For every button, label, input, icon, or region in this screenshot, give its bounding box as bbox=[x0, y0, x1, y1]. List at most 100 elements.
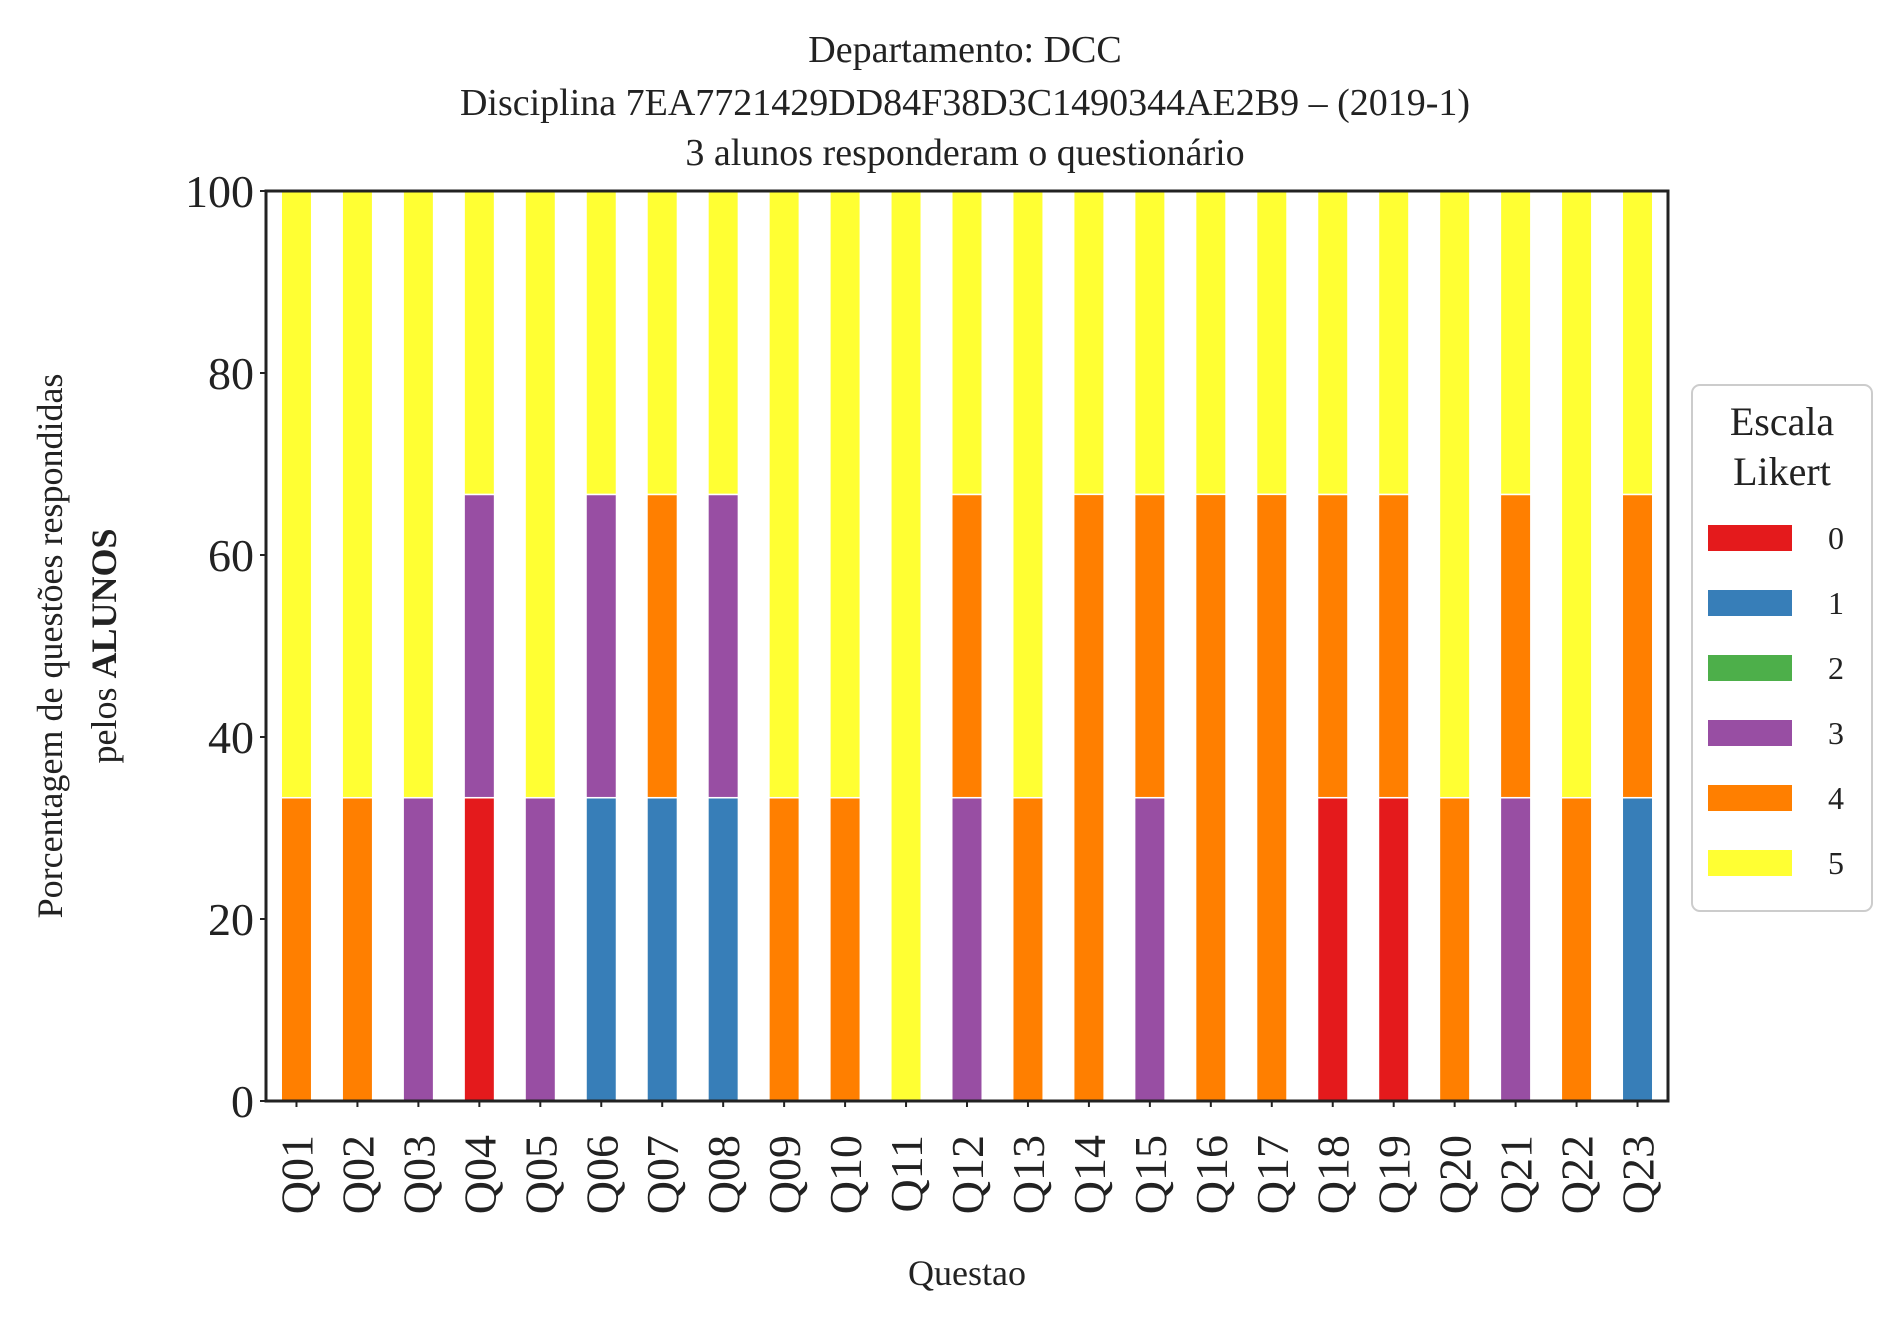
legend-label-2: 2 bbox=[1828, 650, 1844, 686]
y-tick-label: 40 bbox=[208, 712, 254, 763]
bar-segment-q09-level-4 bbox=[768, 796, 801, 1102]
bar-segment-q23-level-5 bbox=[1621, 190, 1654, 496]
chart-title-line-1: Departamento: DCC bbox=[808, 29, 1121, 71]
legend-swatch-2 bbox=[1708, 655, 1792, 681]
bar-segment-q07-level-1 bbox=[646, 796, 679, 1102]
legend-swatch-5 bbox=[1708, 850, 1792, 876]
x-tick-labels: Q01 Q02 Q03 Q04 Q05 Q06 Q07 Q08 Q09 Q10 Q11 Q12 Q13 Q… bbox=[271, 1101, 1664, 1214]
bar-segment-q18-level-0 bbox=[1316, 796, 1349, 1102]
x-tick-label-q12: Q12 bbox=[942, 1135, 993, 1214]
x-tick-label-q21: Q21 bbox=[1491, 1135, 1542, 1214]
chart-title-line-3: 3 alunos responderam o questionário bbox=[685, 132, 1244, 174]
legend-box bbox=[1691, 384, 1873, 912]
bar-segment-q23-level-1 bbox=[1621, 796, 1654, 1102]
legend-swatch-1 bbox=[1708, 590, 1792, 616]
y-tick-labels: 0 20 40 60 80 100 bbox=[185, 166, 266, 1127]
y-tick-label: 60 bbox=[208, 530, 254, 581]
bar-segment-q01-level-5 bbox=[280, 190, 313, 799]
bar-segment-q19-level-4 bbox=[1377, 493, 1410, 799]
y-axis-label-bold: ALUNOS bbox=[84, 528, 124, 678]
y-axis-label-line-1: Porcentagem de questões respondidas bbox=[30, 374, 70, 919]
bar-segment-q12-level-5 bbox=[951, 190, 983, 496]
x-tick-label-q11: Q11 bbox=[881, 1135, 932, 1213]
bar-segment-q13-level-5 bbox=[1011, 190, 1044, 799]
x-tick-label-q20: Q20 bbox=[1430, 1135, 1481, 1214]
bar-segment-q18-level-4 bbox=[1316, 493, 1349, 799]
y-tick-label: 100 bbox=[185, 166, 254, 217]
bar-segment-q21-level-4 bbox=[1499, 493, 1532, 799]
x-tick-label-q13: Q13 bbox=[1003, 1135, 1054, 1214]
bar-segment-q11-level-5 bbox=[890, 190, 923, 1102]
bar-segment-q10-level-4 bbox=[829, 796, 862, 1102]
x-tick-label-q07: Q07 bbox=[637, 1135, 688, 1214]
bar-segment-q06-level-5 bbox=[585, 190, 618, 496]
x-tick-label-q04: Q04 bbox=[454, 1135, 505, 1214]
y-tick-label: 80 bbox=[208, 348, 254, 399]
x-tick-label-q08: Q08 bbox=[698, 1135, 749, 1214]
bar-segment-q01-level-4 bbox=[280, 796, 313, 1102]
bar-segment-q03-level-5 bbox=[402, 190, 435, 799]
chart-title: Departamento: DCC Disciplina 7EA7721429D… bbox=[460, 29, 1470, 174]
bar-segment-q16-level-5 bbox=[1194, 190, 1227, 496]
x-tick-label-q03: Q03 bbox=[393, 1135, 444, 1214]
bar-segment-q23-level-4 bbox=[1621, 493, 1654, 799]
bar-segment-q14-level-5 bbox=[1072, 190, 1105, 496]
bar-segment-q08-level-3 bbox=[707, 493, 740, 799]
x-tick-label-q14: Q14 bbox=[1064, 1135, 1115, 1214]
bar-segment-q08-level-1 bbox=[707, 796, 740, 1102]
bar-segment-q04-level-5 bbox=[463, 190, 496, 496]
bar-segment-q17-level-4 bbox=[1255, 493, 1288, 1102]
bar-segment-q02-level-4 bbox=[341, 796, 374, 1102]
y-axis-label-line-2: pelos ALUNOS bbox=[84, 528, 124, 763]
bar-segment-q16-level-4 bbox=[1194, 493, 1227, 1102]
bar-segment-q02-level-5 bbox=[341, 190, 374, 799]
x-tick-label-q06: Q06 bbox=[576, 1135, 627, 1214]
x-tick-label-q16: Q16 bbox=[1186, 1135, 1237, 1214]
bar-segment-q15-level-3 bbox=[1133, 796, 1166, 1102]
x-tick-label-q10: Q10 bbox=[820, 1135, 871, 1214]
bar-segment-q07-level-4 bbox=[646, 493, 679, 799]
x-tick-label-q19: Q19 bbox=[1369, 1135, 1420, 1214]
bar-segment-q15-level-5 bbox=[1133, 190, 1166, 496]
bar-segment-q12-level-3 bbox=[951, 796, 983, 1102]
x-tick-label-q01: Q01 bbox=[271, 1135, 322, 1214]
bar-segment-q13-level-4 bbox=[1011, 796, 1044, 1102]
bar-segment-q21-level-3 bbox=[1499, 796, 1532, 1102]
legend-label-1: 1 bbox=[1828, 585, 1844, 621]
bar-segment-q14-level-4 bbox=[1072, 493, 1105, 1102]
chart-title-line-2: Disciplina 7EA7721429DD84F38D3C1490344AE… bbox=[460, 82, 1470, 124]
bar-segment-q06-level-1 bbox=[585, 796, 618, 1102]
legend-swatch-0 bbox=[1708, 525, 1792, 551]
legend-label-4: 4 bbox=[1828, 780, 1844, 816]
y-axis-label: Porcentagem de questões respondidas pelo… bbox=[30, 374, 124, 919]
bar-segment-q21-level-5 bbox=[1499, 190, 1532, 496]
bar-segment-q20-level-5 bbox=[1438, 190, 1471, 799]
x-tick-label-q17: Q17 bbox=[1247, 1135, 1298, 1214]
legend-title-line-2: Likert bbox=[1733, 449, 1831, 494]
bar-segment-q04-level-3 bbox=[463, 493, 496, 799]
legend-swatch-4 bbox=[1708, 785, 1792, 811]
bar-segment-q18-level-5 bbox=[1316, 190, 1349, 496]
x-axis-label: Questao bbox=[908, 1253, 1026, 1293]
x-tick-label-q23: Q23 bbox=[1613, 1135, 1664, 1214]
bar-segment-q22-level-4 bbox=[1560, 796, 1593, 1102]
bar-segment-q06-level-3 bbox=[585, 493, 618, 799]
y-tick-label: 0 bbox=[231, 1076, 254, 1127]
bar-segment-q08-level-5 bbox=[707, 190, 740, 496]
legend-items: 0 1 2 3 4 5 bbox=[1708, 520, 1844, 881]
bar-segment-q12-level-4 bbox=[951, 493, 983, 799]
bar-segment-q05-level-3 bbox=[524, 796, 557, 1102]
y-axis-label-prefix: pelos bbox=[84, 679, 124, 764]
bar-segment-q07-level-5 bbox=[646, 190, 679, 496]
legend-label-0: 0 bbox=[1828, 520, 1844, 556]
legend: Escala Likert 0 1 2 3 4 5 bbox=[1691, 384, 1873, 912]
legend-label-3: 3 bbox=[1828, 715, 1844, 751]
bar-segment-q22-level-5 bbox=[1560, 190, 1593, 799]
x-tick-label-q09: Q09 bbox=[759, 1135, 810, 1214]
bar-segment-q09-level-5 bbox=[768, 190, 801, 799]
legend-swatch-3 bbox=[1708, 720, 1792, 746]
bar-segment-q19-level-5 bbox=[1377, 190, 1410, 496]
bar-segment-q19-level-0 bbox=[1377, 796, 1410, 1102]
legend-label-5: 5 bbox=[1828, 845, 1844, 881]
